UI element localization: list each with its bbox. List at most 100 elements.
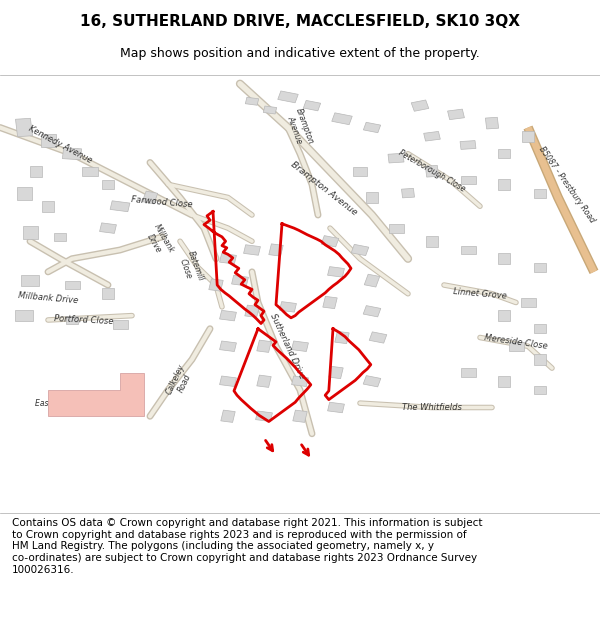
- Polygon shape: [328, 402, 344, 412]
- Polygon shape: [304, 101, 320, 111]
- Text: East Cheshire Hospice: East Cheshire Hospice: [35, 399, 121, 408]
- Polygon shape: [332, 113, 352, 124]
- Polygon shape: [328, 267, 344, 277]
- Polygon shape: [82, 167, 97, 176]
- Polygon shape: [16, 118, 32, 137]
- Polygon shape: [353, 167, 367, 176]
- Text: Portford Close: Portford Close: [54, 314, 114, 326]
- Polygon shape: [278, 91, 298, 103]
- Polygon shape: [498, 376, 510, 387]
- Polygon shape: [534, 386, 546, 394]
- Polygon shape: [364, 122, 380, 132]
- Polygon shape: [54, 232, 66, 241]
- Polygon shape: [369, 332, 387, 343]
- Polygon shape: [323, 296, 337, 309]
- Polygon shape: [263, 106, 277, 114]
- Text: Batemill
Close: Batemill Close: [176, 249, 205, 286]
- Polygon shape: [364, 274, 380, 287]
- Text: Map shows position and indicative extent of the property.: Map shows position and indicative extent…: [120, 48, 480, 61]
- Polygon shape: [256, 411, 272, 421]
- Polygon shape: [21, 275, 39, 286]
- Polygon shape: [41, 134, 56, 148]
- Polygon shape: [100, 223, 116, 233]
- Polygon shape: [426, 236, 438, 247]
- Polygon shape: [48, 372, 144, 416]
- Polygon shape: [461, 176, 476, 184]
- Polygon shape: [448, 109, 464, 119]
- Polygon shape: [292, 341, 308, 351]
- Polygon shape: [220, 341, 236, 351]
- Polygon shape: [485, 118, 499, 129]
- Text: Linnet Grove: Linnet Grove: [453, 287, 507, 301]
- Text: Brampton
Avenue: Brampton Avenue: [284, 106, 316, 149]
- Text: Brampton Avenue: Brampton Avenue: [289, 160, 359, 217]
- Text: B5087 - Prestbury Road: B5087 - Prestbury Road: [537, 144, 597, 224]
- Polygon shape: [461, 246, 476, 254]
- Polygon shape: [221, 410, 235, 422]
- Text: Millbank Drive: Millbank Drive: [17, 291, 79, 305]
- Text: The Whitfields: The Whitfields: [402, 403, 462, 412]
- Polygon shape: [42, 201, 54, 212]
- Polygon shape: [30, 166, 42, 177]
- Polygon shape: [62, 148, 82, 160]
- Polygon shape: [460, 141, 476, 149]
- Polygon shape: [498, 253, 510, 264]
- Polygon shape: [257, 375, 271, 388]
- Polygon shape: [351, 244, 369, 256]
- Polygon shape: [425, 166, 439, 177]
- Polygon shape: [232, 276, 248, 286]
- Polygon shape: [110, 201, 130, 212]
- Polygon shape: [366, 192, 378, 203]
- Polygon shape: [220, 311, 236, 321]
- Polygon shape: [534, 354, 546, 365]
- Polygon shape: [280, 302, 296, 312]
- Polygon shape: [23, 226, 37, 239]
- Text: Contains OS data © Crown copyright and database right 2021. This information is : Contains OS data © Crown copyright and d…: [12, 518, 482, 574]
- Polygon shape: [424, 131, 440, 141]
- Polygon shape: [220, 254, 236, 264]
- Polygon shape: [257, 340, 271, 352]
- Polygon shape: [65, 281, 79, 289]
- Polygon shape: [509, 342, 523, 351]
- Polygon shape: [521, 298, 536, 307]
- Polygon shape: [534, 324, 546, 333]
- Polygon shape: [401, 188, 415, 198]
- Polygon shape: [292, 376, 308, 386]
- Polygon shape: [113, 320, 128, 329]
- Text: Mereside Close: Mereside Close: [484, 333, 548, 351]
- Text: Calkeley
Road: Calkeley Road: [164, 362, 196, 400]
- Polygon shape: [363, 306, 381, 317]
- Polygon shape: [209, 279, 223, 291]
- Polygon shape: [102, 288, 114, 299]
- Polygon shape: [142, 191, 158, 204]
- Polygon shape: [363, 376, 381, 387]
- Text: Farwood Close: Farwood Close: [131, 195, 193, 209]
- Polygon shape: [335, 331, 349, 344]
- Text: Peterborough Close: Peterborough Close: [397, 149, 467, 194]
- Polygon shape: [534, 263, 546, 272]
- Polygon shape: [522, 131, 534, 142]
- Polygon shape: [15, 310, 33, 321]
- Polygon shape: [244, 245, 260, 255]
- Text: 16, SUTHERLAND DRIVE, MACCLESFIELD, SK10 3QX: 16, SUTHERLAND DRIVE, MACCLESFIELD, SK10…: [80, 14, 520, 29]
- Text: Sutherland Drive: Sutherland Drive: [268, 312, 306, 381]
- Polygon shape: [321, 236, 339, 247]
- Polygon shape: [245, 98, 259, 105]
- Polygon shape: [329, 366, 343, 379]
- Polygon shape: [498, 149, 510, 158]
- Polygon shape: [269, 244, 283, 256]
- Polygon shape: [411, 100, 429, 111]
- Text: Kennedy Avenue: Kennedy Avenue: [27, 124, 93, 166]
- Polygon shape: [498, 179, 510, 190]
- Text: Millbank
Drive: Millbank Drive: [143, 222, 175, 260]
- Polygon shape: [461, 368, 476, 377]
- Polygon shape: [245, 305, 259, 318]
- Polygon shape: [17, 187, 32, 200]
- Polygon shape: [293, 410, 307, 422]
- Polygon shape: [220, 376, 236, 386]
- Polygon shape: [534, 189, 546, 198]
- Polygon shape: [102, 180, 114, 189]
- Polygon shape: [389, 224, 404, 232]
- Polygon shape: [388, 153, 404, 163]
- Polygon shape: [66, 316, 78, 324]
